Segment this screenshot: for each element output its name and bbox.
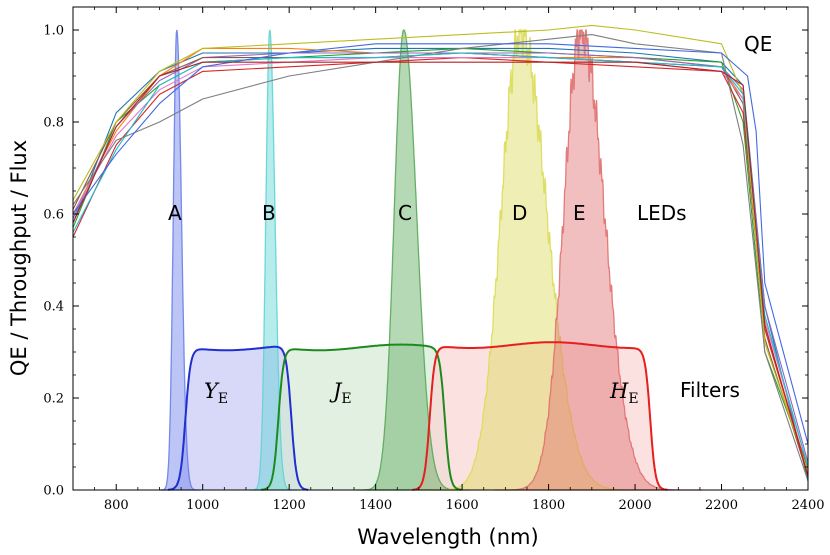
filter-label-j-sub: E <box>341 391 351 407</box>
y-tick-label-0.8: 0.8 <box>43 116 64 131</box>
qe-curve-11 <box>72 43 809 445</box>
filter-label-j-main: J <box>329 379 343 403</box>
filters-annotation: Filters <box>680 378 740 402</box>
y-axis-title: QE / Throughput / Flux <box>7 140 31 376</box>
x-tick-label-800: 800 <box>104 498 129 513</box>
x-tick-label-1800: 1800 <box>532 498 565 513</box>
x-tick-label-2000: 2000 <box>619 498 652 513</box>
led-label-c: C <box>398 201 412 225</box>
y-tick-label-0.0: 0.0 <box>43 484 64 499</box>
filter-label-j: JE <box>329 379 352 407</box>
leds-annotation: LEDs <box>637 201 687 225</box>
led-label-b: B <box>262 201 276 225</box>
x-tick-label-1400: 1400 <box>359 498 392 513</box>
y-tick-label-0.6: 0.6 <box>43 208 64 223</box>
x-tick-label-1600: 1600 <box>446 498 479 513</box>
filter-fill-j <box>261 344 463 490</box>
filter-edge-lines-group <box>167 341 668 491</box>
qe-curve-12 <box>72 61 809 477</box>
y-tick-label-1.0: 1.0 <box>43 24 64 39</box>
led-label-a: A <box>168 201 182 225</box>
led-label-e: E <box>573 201 586 225</box>
filter-label-h-sub: E <box>628 391 638 407</box>
y-tick-label-0.4: 0.4 <box>43 300 64 315</box>
y-tick-label-0.2: 0.2 <box>43 392 64 407</box>
filter-label-h: HE <box>609 379 639 407</box>
filter-fill-y <box>168 346 309 490</box>
filter-label-y-main: Y <box>204 379 220 403</box>
qe-curve-9 <box>72 24 809 472</box>
axes-group: 800 1000 1200 1400 1600 1800 2000 2200 2400 0.0 0.… <box>43 6 825 513</box>
qe-curve-10 <box>72 52 809 468</box>
filter-edge-j <box>260 343 462 491</box>
x-tick-label-1000: 1000 <box>186 498 219 513</box>
x-tick-label-1200: 1200 <box>273 498 306 513</box>
filter-label-h-main: H <box>609 379 629 403</box>
x-tick-label-2400: 2400 <box>791 498 824 513</box>
qe-curves-group <box>72 24 809 481</box>
filter-edge-h <box>412 341 668 491</box>
led-label-d: D <box>512 201 527 225</box>
filter-label-y-sub: E <box>218 391 228 407</box>
x-tick-label-2200: 2200 <box>705 498 738 513</box>
filter-label-y: YE <box>204 379 228 407</box>
qe-annotation: QE <box>744 32 772 56</box>
x-axis-title: Wavelength (nm) <box>357 525 538 549</box>
